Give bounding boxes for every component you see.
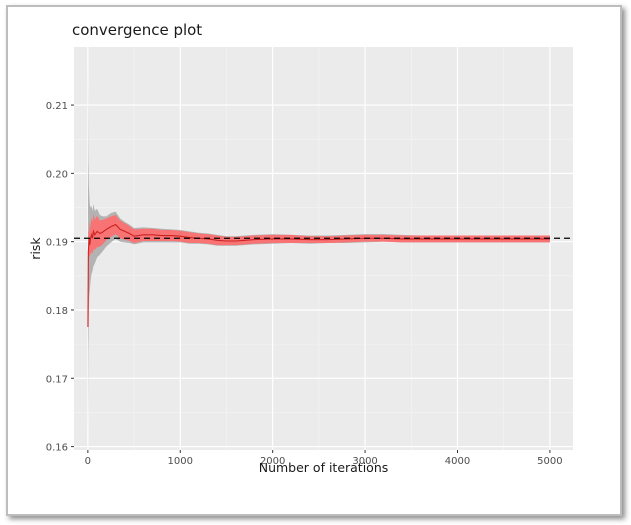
- y-tick-label: 0.19: [46, 238, 68, 249]
- x-tick-label: 0: [85, 456, 91, 467]
- grid-minor: [74, 47, 573, 450]
- series-lines: [87, 223, 550, 328]
- chart-title: convergence plot: [72, 21, 202, 39]
- grid-major: [74, 47, 573, 450]
- convergence-chart: convergence plot 0.16 0.17 0.18 0.19 0.20 0.2…: [28, 21, 573, 475]
- x-tick-label: 3000: [352, 456, 377, 467]
- chart-frame: convergence plot 0.16 0.17 0.18 0.19 0.20 0.2…: [6, 5, 622, 516]
- x-axis-label: Number of iterations: [259, 460, 389, 475]
- x-tick-label: 5000: [537, 456, 562, 467]
- x-tick-label: 1000: [168, 456, 193, 467]
- y-tick-label: 0.16: [46, 443, 68, 454]
- y-axis-label: risk: [28, 237, 43, 260]
- y-tick-label: 0.17: [46, 374, 68, 385]
- x-tick-label: 2000: [260, 456, 285, 467]
- plot-panel: [74, 47, 573, 450]
- y-tick-label: 0.20: [46, 169, 68, 180]
- x-axis: 0 1000 2000 3000 4000 5000: [85, 450, 563, 467]
- risk-estimate-line: [87, 223, 550, 328]
- y-axis: 0.16 0.17 0.18 0.19 0.20 0.21: [46, 101, 74, 454]
- x-tick-label: 4000: [445, 456, 470, 467]
- y-tick-label: 0.21: [46, 101, 68, 112]
- y-tick-label: 0.18: [46, 306, 68, 317]
